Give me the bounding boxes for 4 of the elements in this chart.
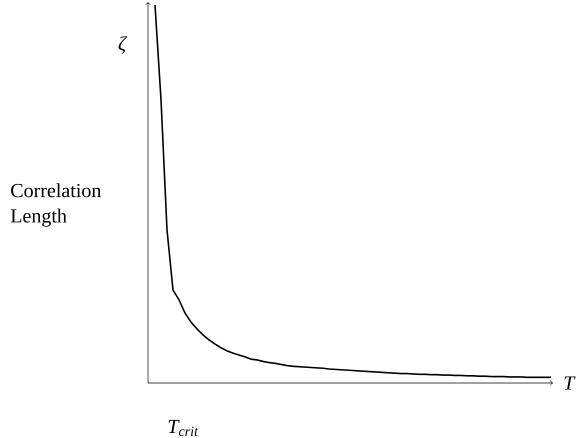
x-axis-title: T: [564, 376, 576, 390]
text: T$_{crit}$: [168, 420, 198, 436]
text: ζ: [118, 36, 128, 54]
y-axis-title: Correlation Length: [10, 183, 102, 227]
